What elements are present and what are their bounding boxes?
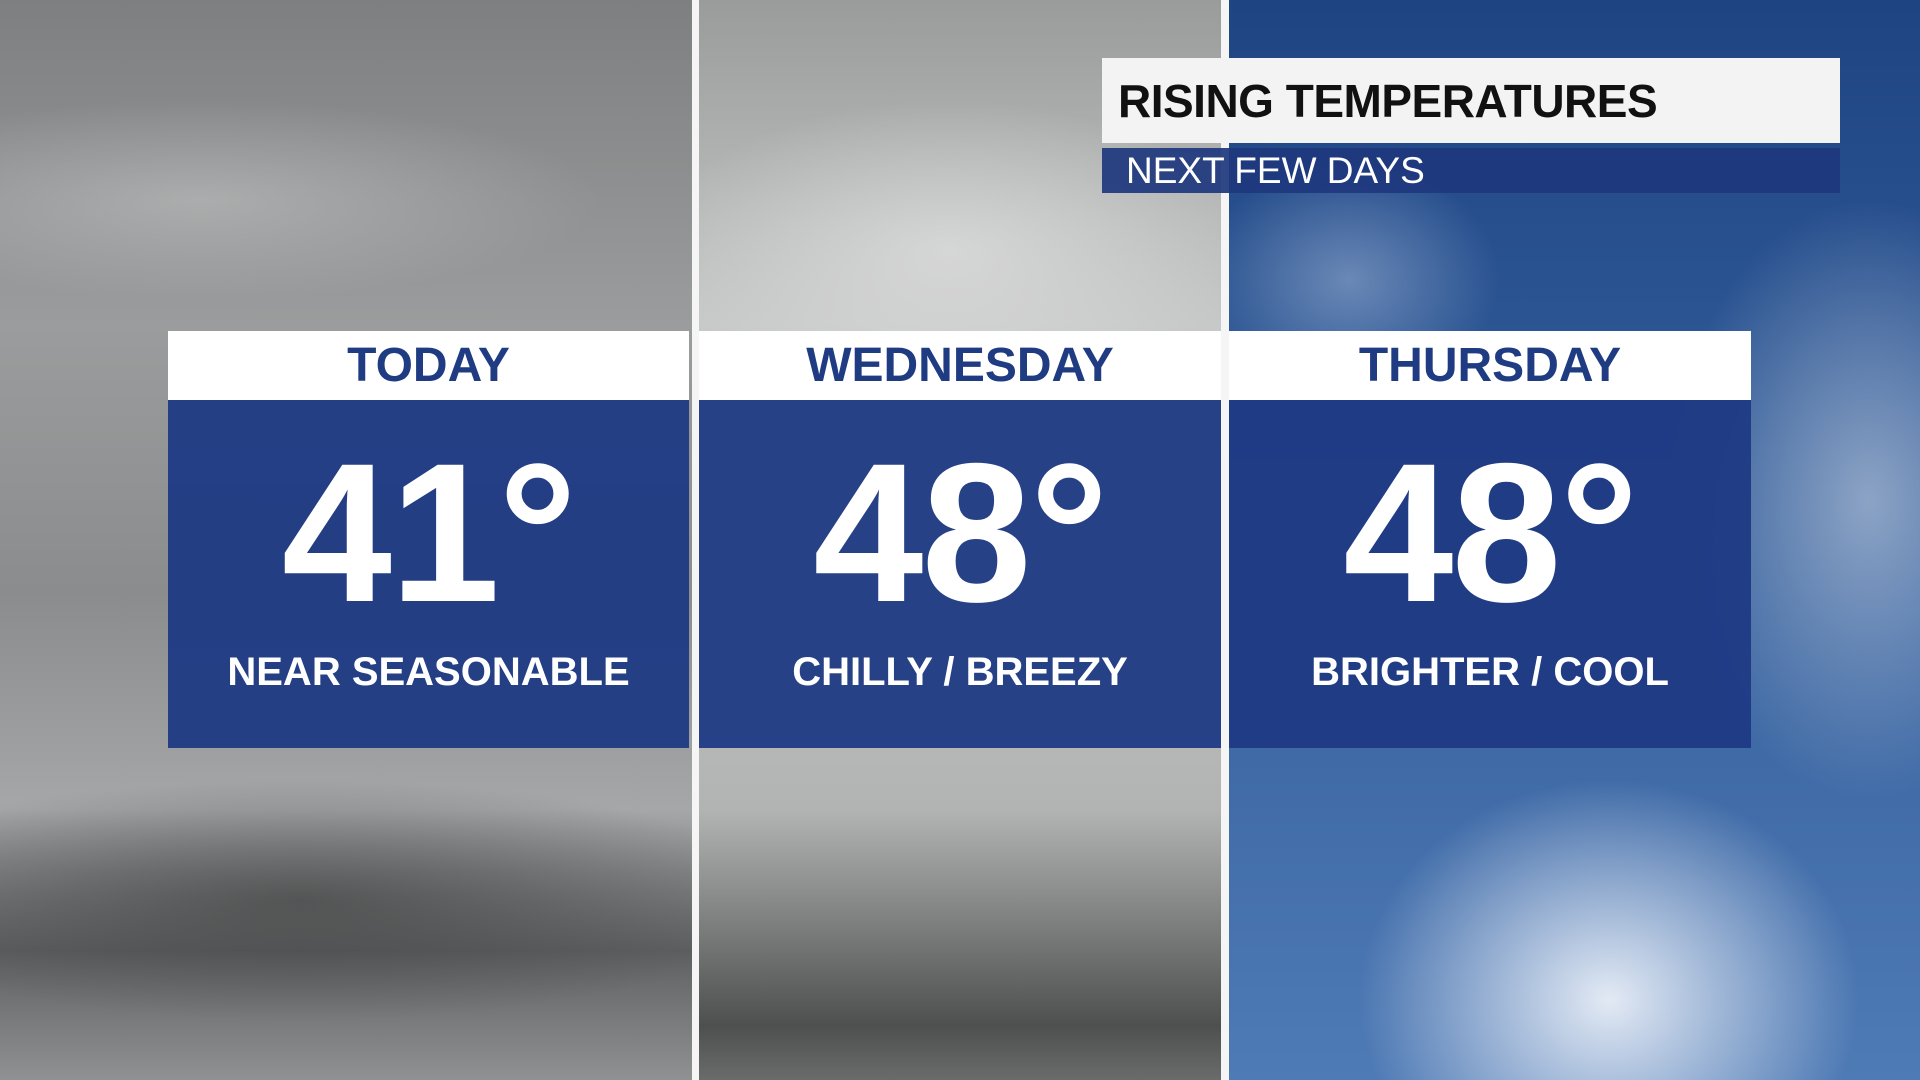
temperature: 48° xyxy=(1343,422,1638,643)
forecast-panel-today: TODAY 41° NEAR SEASONABLE xyxy=(168,331,689,748)
subtitle: NEXT FEW DAYS xyxy=(1126,149,1425,191)
day-label: THURSDAY xyxy=(1229,331,1751,400)
divider xyxy=(692,0,699,1080)
temperature: 41° xyxy=(281,422,577,643)
subtitle-banner: NEXT FEW DAYS xyxy=(1102,148,1840,193)
title-banner: RISING TEMPERATURES xyxy=(1102,58,1840,143)
condition: CHILLY / BREEZY xyxy=(792,650,1128,694)
forecast-panel-wednesday: WEDNESDAY 48° CHILLY / BREEZY xyxy=(699,331,1221,748)
title: RISING TEMPERATURES xyxy=(1118,74,1658,127)
condition: NEAR SEASONABLE xyxy=(227,650,630,694)
day-label: TODAY xyxy=(168,331,689,400)
forecast-panel-thursday: THURSDAY 48° BRIGHTER / COOL xyxy=(1229,331,1751,748)
condition: BRIGHTER / COOL xyxy=(1311,650,1669,694)
divider xyxy=(1221,0,1229,1080)
day-label: WEDNESDAY xyxy=(699,331,1221,400)
temperature: 48° xyxy=(813,422,1108,643)
